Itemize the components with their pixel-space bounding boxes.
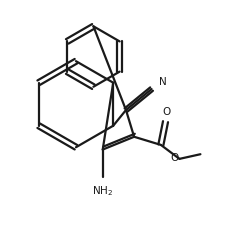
Text: O: O — [170, 153, 178, 163]
Text: O: O — [163, 107, 171, 117]
Text: N: N — [159, 77, 166, 87]
Text: NH$_2$: NH$_2$ — [92, 184, 113, 198]
